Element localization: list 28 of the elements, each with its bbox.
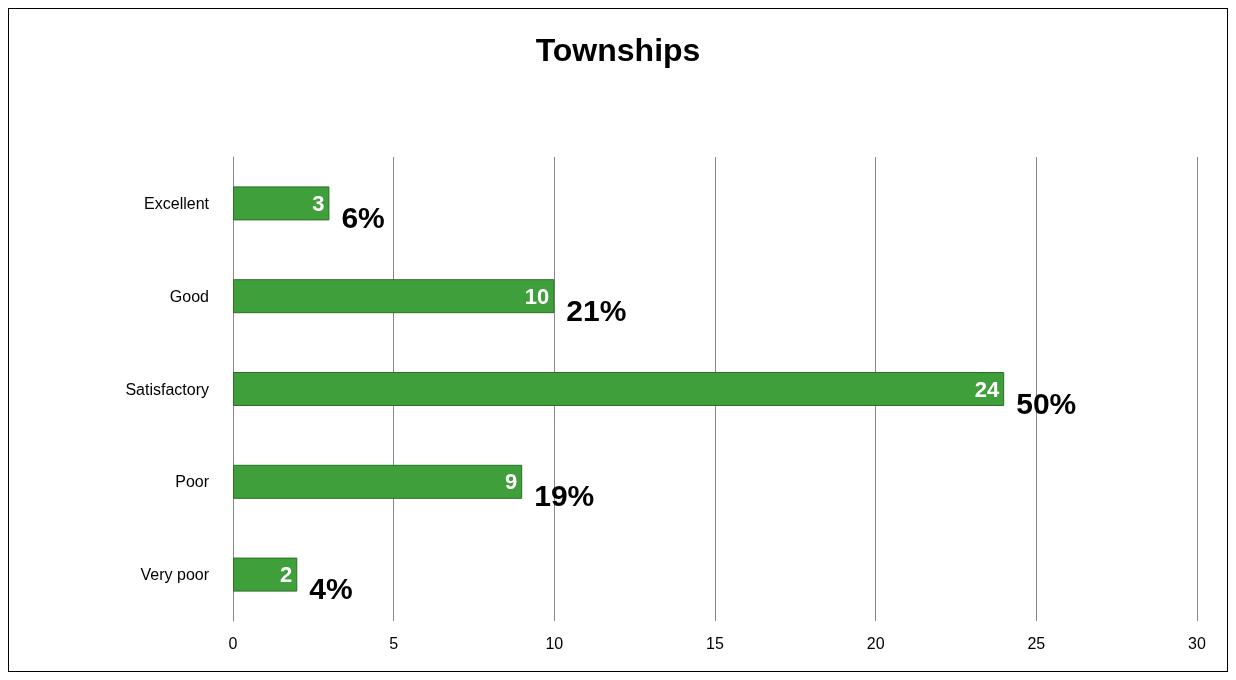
y-tick-label: Poor: [175, 473, 210, 491]
chart-title: Townships: [535, 32, 701, 68]
bar: [233, 464, 523, 499]
bar: [233, 557, 298, 592]
data-label: 24: [974, 376, 1000, 402]
y-tick-label: Very poor: [140, 566, 210, 584]
data-label: 10: [524, 283, 550, 309]
annotation: 50%: [1016, 386, 1077, 420]
y-tick-label: Satisfactory: [125, 380, 209, 398]
bar: [233, 372, 1005, 406]
x-tick-label: 20: [866, 634, 885, 652]
x-tick-label: 25: [1027, 634, 1046, 652]
x-tick-label: 15: [706, 634, 724, 652]
annotation: 19%: [534, 479, 595, 513]
x-tick-label: 5: [389, 634, 399, 652]
annotation: 4%: [309, 572, 353, 606]
x-tick-label: 10: [545, 634, 564, 652]
y-tick-label: Excellent: [144, 194, 210, 212]
annotation: 21%: [566, 293, 627, 327]
data-label: 3: [312, 190, 325, 216]
x-tick-label: 0: [228, 634, 238, 652]
x-tick-label: 30: [1188, 634, 1206, 652]
bar: [233, 186, 330, 221]
annotation: 6%: [341, 200, 385, 234]
data-label: 2: [280, 562, 293, 588]
data-label: 9: [504, 469, 518, 495]
bar: [233, 279, 555, 314]
y-tick-label: Good: [169, 287, 209, 305]
